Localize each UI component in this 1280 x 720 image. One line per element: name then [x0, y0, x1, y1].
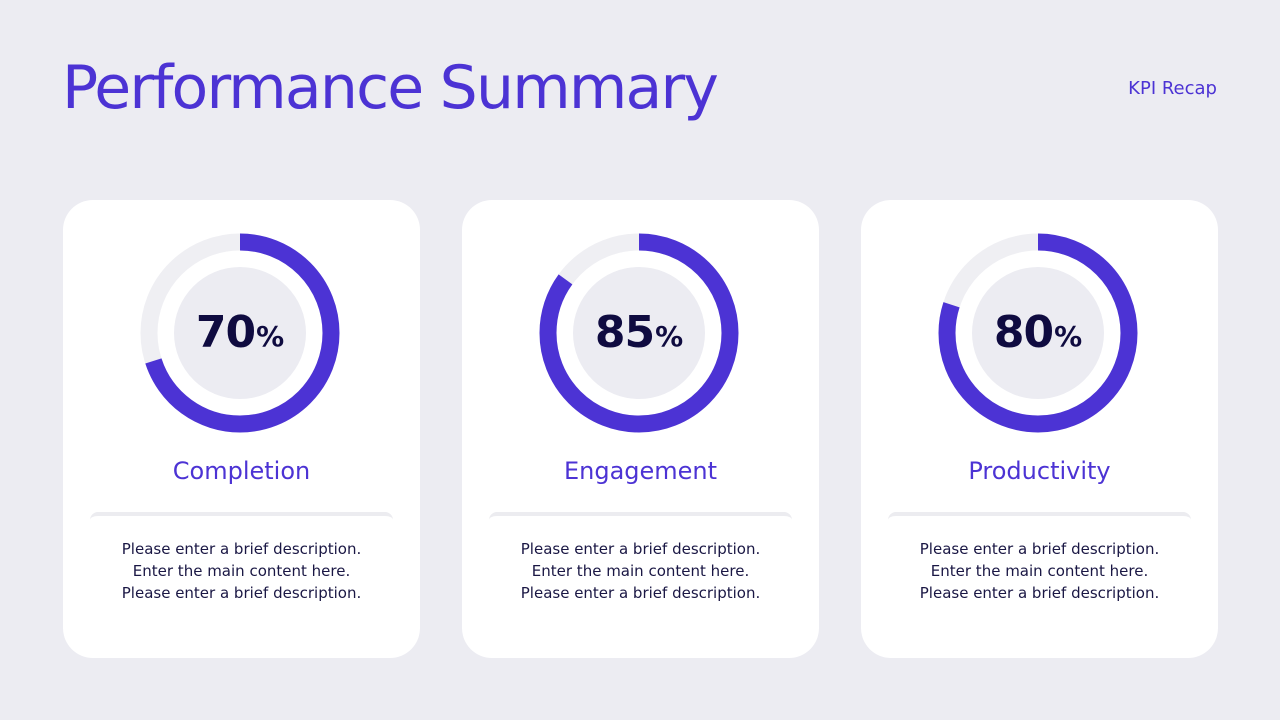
completion-value: 70%: [140, 233, 340, 433]
description-line: Please enter a brief description.: [520, 584, 761, 602]
engagement-label: Engagement: [563, 457, 718, 485]
ring-progress-arc: [140, 233, 340, 433]
productivity-description: Please enter a brief description. Enter …: [861, 538, 1218, 604]
value-unit: %: [655, 320, 684, 353]
kpi-card-engagement: 85% Engagement Please enter a brief desc…: [462, 200, 819, 658]
card-divider: [888, 512, 1191, 524]
ring-inner-disc: [573, 267, 705, 399]
value-unit: %: [1054, 320, 1083, 353]
completion-description: Please enter a brief description. Enter …: [63, 538, 420, 604]
kpi-recap-tag: KPI Recap: [1128, 78, 1217, 99]
description-line: Please enter a brief description.: [919, 540, 1160, 558]
card-divider: [90, 512, 393, 524]
ring-inner-disc: [174, 267, 306, 399]
engagement-progress-ring: 85%: [539, 233, 739, 433]
value-unit: %: [256, 320, 285, 353]
kpi-card-productivity: 80% Productivity Please enter a brief de…: [861, 200, 1218, 658]
description-line: Enter the main content here.: [132, 562, 351, 580]
ring-progress-arc: [539, 233, 739, 433]
productivity-label: Productivity: [968, 457, 1111, 485]
description-line: Enter the main content here.: [531, 562, 750, 580]
engagement-description: Please enter a brief description. Enter …: [462, 538, 819, 604]
completion-progress-ring: 70%: [140, 233, 340, 433]
description-line: Enter the main content here.: [930, 562, 1149, 580]
value-number: 80: [993, 307, 1054, 358]
page-title: Performance Summary: [62, 53, 719, 123]
description-line: Please enter a brief description.: [121, 540, 362, 558]
productivity-progress-ring: 80%: [938, 233, 1138, 433]
value-number: 85: [594, 307, 655, 358]
productivity-value: 80%: [938, 233, 1138, 433]
description-line: Please enter a brief description.: [121, 584, 362, 602]
engagement-value: 85%: [539, 233, 739, 433]
ring-progress-arc: [938, 233, 1138, 433]
description-line: Please enter a brief description.: [520, 540, 761, 558]
kpi-card-completion: 70% Completion Please enter a brief desc…: [63, 200, 420, 658]
value-number: 70: [195, 307, 256, 358]
description-line: Please enter a brief description.: [919, 584, 1160, 602]
card-divider: [489, 512, 792, 524]
ring-inner-disc: [972, 267, 1104, 399]
completion-label: Completion: [172, 457, 311, 485]
